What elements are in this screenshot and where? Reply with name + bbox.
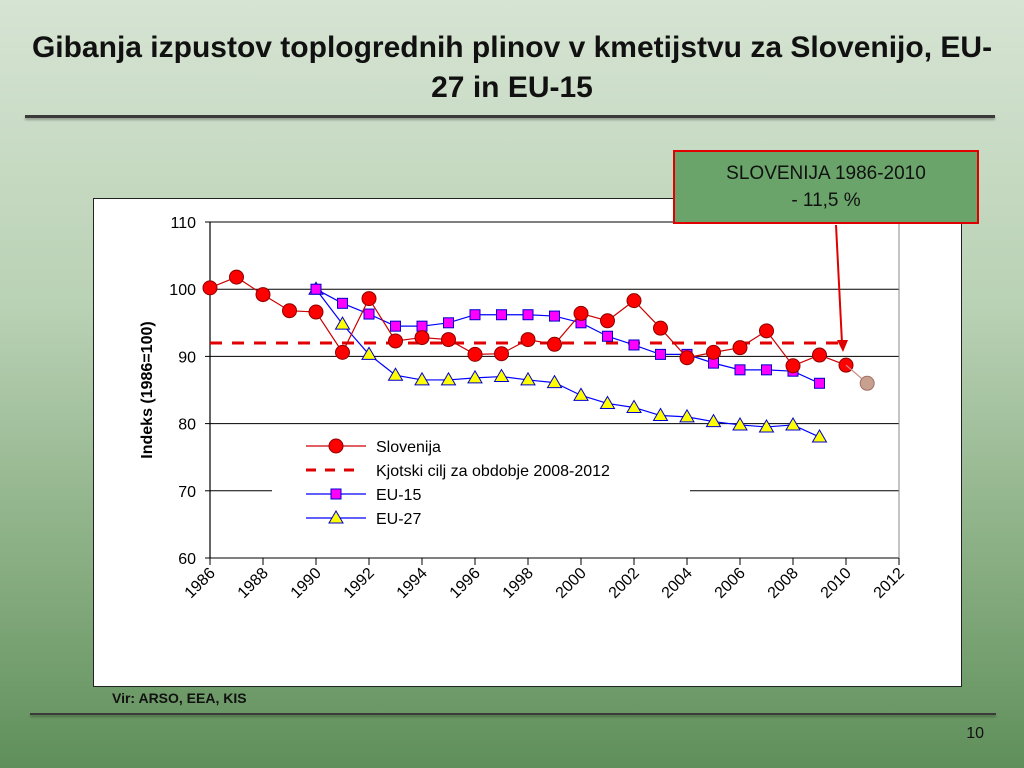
slide-title: Gibanja izpustov toplogrednih plinov v k… [31, 31, 993, 104]
callout-line2: - 11,5 % [791, 190, 861, 211]
callout-box: SLOVENIJA 1986-2010 - 11,5 % [673, 150, 979, 224]
title-divider [25, 115, 995, 118]
chart-frame [93, 198, 962, 687]
source-note: Vir: ARSO, EEA, KIS [112, 690, 247, 706]
callout-line1: SLOVENIJA 1986-2010 [726, 163, 926, 184]
page-number: 10 [966, 725, 984, 742]
footer-divider [30, 713, 996, 715]
